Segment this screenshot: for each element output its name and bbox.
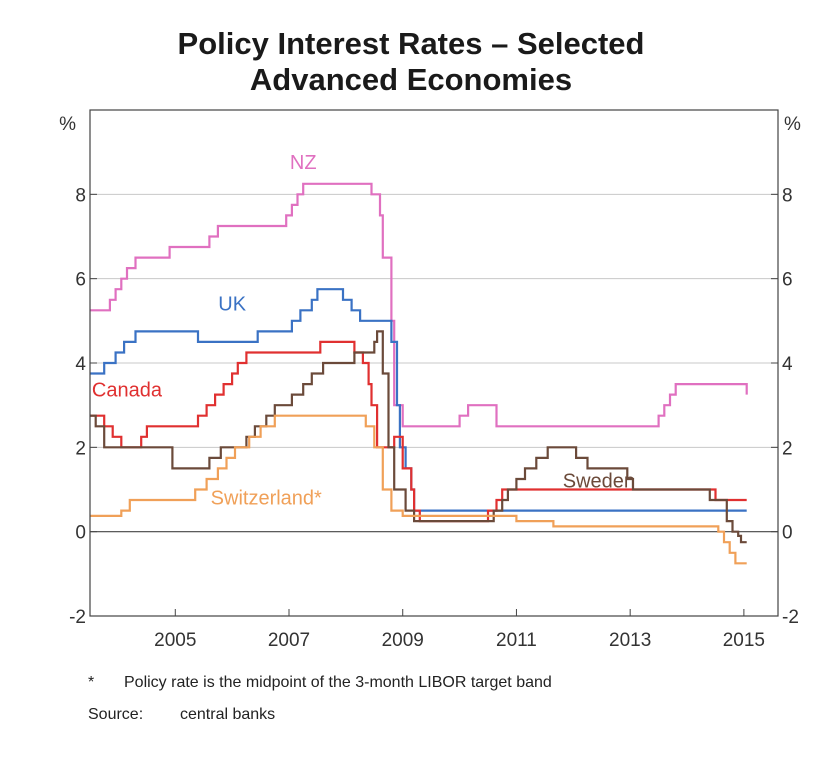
ytick-label-left: -2 xyxy=(69,607,86,628)
line-chart: % % -2 -2 0 0 2 2 4 4 6 6 8 8 2005 2007 2009 2011 2013 20… xyxy=(59,109,801,651)
xtick-label: 2013 xyxy=(609,630,651,651)
series-label-sweden: Sweden xyxy=(563,470,635,492)
xtick-label: 2015 xyxy=(723,630,765,651)
source-note: Source: central banks xyxy=(88,706,275,724)
series-label-uk: UK xyxy=(218,293,246,315)
ytick-label-left: 0 xyxy=(75,523,86,544)
xtick-label: 2009 xyxy=(382,630,424,651)
series-line-switzerland xyxy=(90,414,747,565)
xtick-label: 2007 xyxy=(268,630,310,651)
ytick-label-left: 4 xyxy=(75,354,86,375)
ytick-label-left: 8 xyxy=(75,185,86,206)
ytick-label-right: 4 xyxy=(782,354,793,375)
axis-ticks: -2 -2 0 0 2 2 4 4 6 6 8 8 2005 2007 2009 2011 2013 2015 xyxy=(69,185,799,651)
series-label-nz: NZ xyxy=(290,152,317,174)
y-unit-left: % xyxy=(59,114,76,135)
ytick-label-left: 2 xyxy=(75,438,86,459)
source-text: central banks xyxy=(180,706,276,723)
ytick-label-left: 6 xyxy=(75,270,86,291)
chart-title-line-1: Policy Interest Rates – Selected xyxy=(177,26,645,61)
series-label-switzerland: Switzerland* xyxy=(211,487,322,509)
xtick-label: 2011 xyxy=(496,630,537,651)
gridlines xyxy=(90,193,778,448)
source-label: Source: xyxy=(88,706,144,723)
ytick-label-right: 6 xyxy=(782,270,793,291)
footnote: * Policy rate is the midpoint of the 3-mo… xyxy=(88,674,552,692)
series-lines xyxy=(90,182,748,565)
ytick-label-right: -2 xyxy=(782,607,799,628)
ytick-label-right: 8 xyxy=(782,185,793,206)
series-line-uk xyxy=(90,288,747,512)
ytick-label-right: 2 xyxy=(782,438,793,459)
y-unit-right: % xyxy=(784,114,801,135)
xtick-label: 2005 xyxy=(154,630,196,651)
series-labels: NZ UK Canada Sweden Switzerland* xyxy=(92,152,635,509)
chart-title: Policy Interest Rates – Selected Advance… xyxy=(0,26,822,98)
chart-title-line-2: Advanced Economies xyxy=(249,62,573,97)
footnote-text: Policy rate is the midpoint of the 3-mon… xyxy=(124,674,552,691)
series-line-nz xyxy=(90,182,748,428)
footnote-marker: * xyxy=(88,674,95,691)
series-line-canada xyxy=(90,340,747,523)
series-label-canada: Canada xyxy=(92,380,163,402)
ytick-label-right: 0 xyxy=(782,523,793,544)
